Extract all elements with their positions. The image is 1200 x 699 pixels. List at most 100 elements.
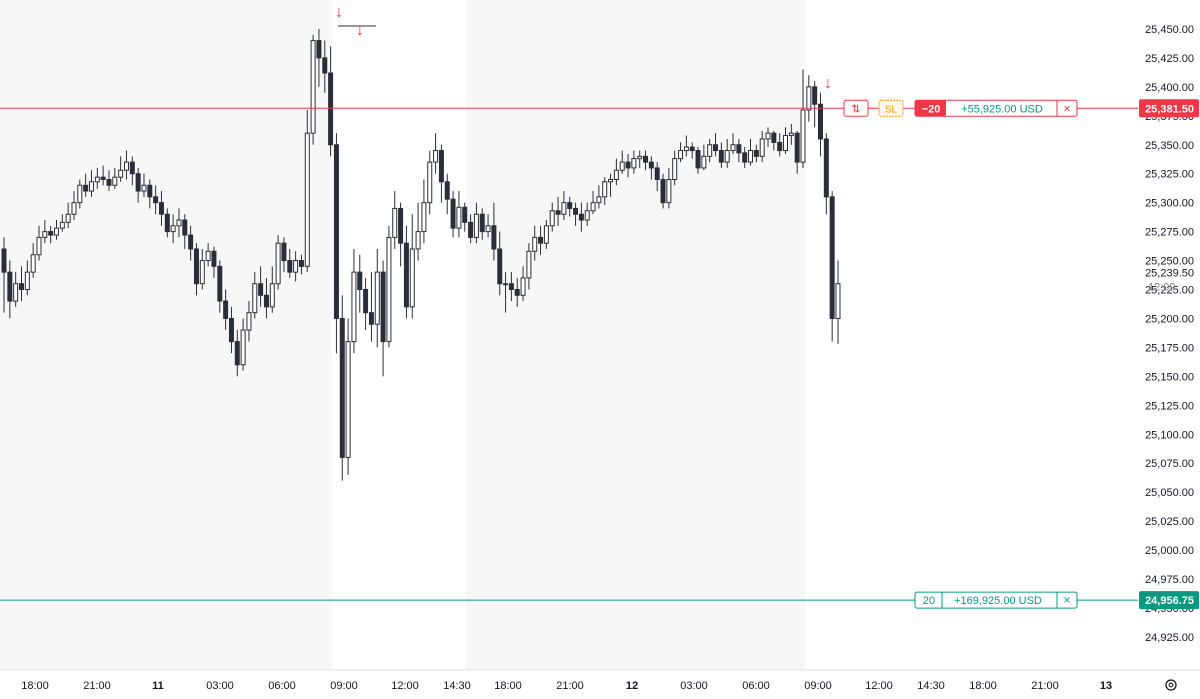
candle <box>281 242 287 262</box>
candle <box>497 248 503 285</box>
candle <box>427 161 433 204</box>
candle <box>409 248 415 308</box>
candle <box>794 132 800 163</box>
candle <box>823 138 829 198</box>
short-price-tag: 25,381.50 <box>1145 103 1194 115</box>
candle <box>800 109 806 163</box>
long-pnl: +169,925.00 USD <box>954 595 1042 607</box>
candle <box>351 271 357 343</box>
candle <box>293 260 299 273</box>
candle <box>777 141 783 152</box>
candle <box>287 260 293 273</box>
time-tick-label: 14:30 <box>443 680 471 692</box>
time-tick-label: 18:00 <box>21 680 49 692</box>
time-tick-label: 21:00 <box>83 680 111 692</box>
candle <box>683 146 689 152</box>
candle <box>503 283 509 286</box>
time-tick-label: 06:00 <box>742 680 770 692</box>
candle <box>695 150 701 169</box>
candle <box>818 103 824 140</box>
last-price-label: 25,239.50 <box>1145 268 1194 280</box>
candle <box>240 329 246 366</box>
candle <box>526 250 532 279</box>
price-tick-label: 25,125.00 <box>1145 400 1194 412</box>
stop-loss-button[interactable] <box>878 99 904 117</box>
candle <box>193 248 199 285</box>
candle <box>328 72 334 146</box>
close-icon[interactable]: × <box>1063 593 1070 607</box>
candle <box>625 161 631 169</box>
candle <box>153 196 159 204</box>
price-tick-label: 25,150.00 <box>1145 371 1194 383</box>
candle <box>438 150 444 183</box>
candle <box>450 198 456 229</box>
candle <box>462 206 468 223</box>
price-tick-label: 25,225.00 <box>1145 285 1194 297</box>
candle <box>7 271 13 302</box>
short-qty-bg <box>915 100 946 117</box>
candle <box>508 283 514 290</box>
candle <box>742 152 748 163</box>
candle <box>368 312 374 325</box>
candle <box>573 207 579 215</box>
time-tick-label: 12 <box>626 680 638 692</box>
time-tick-label: 14:30 <box>917 680 945 692</box>
candle <box>1 248 7 273</box>
long-position-box[interactable] <box>914 591 1078 609</box>
candle <box>468 221 474 238</box>
candle <box>619 161 625 171</box>
candle <box>392 207 398 238</box>
candle <box>30 254 36 273</box>
candle <box>246 312 252 331</box>
candle <box>322 57 328 74</box>
candle <box>357 271 363 291</box>
session-band <box>0 0 332 670</box>
time-tick-label: 11 <box>152 680 164 692</box>
candle <box>275 242 281 285</box>
candle <box>59 221 65 229</box>
candle <box>654 167 660 180</box>
candle <box>252 283 258 314</box>
candle <box>748 150 754 163</box>
candle <box>730 144 736 152</box>
reverse-position-button[interactable] <box>843 99 869 117</box>
candle <box>223 300 229 319</box>
candle <box>182 219 188 236</box>
candle <box>13 283 19 302</box>
time-tick-label: 12:00 <box>865 680 893 692</box>
candle <box>485 225 491 233</box>
close-icon[interactable]: × <box>1063 101 1070 115</box>
candle <box>100 176 106 180</box>
candle <box>310 40 316 134</box>
candle <box>123 161 129 171</box>
candle <box>584 210 590 221</box>
candle <box>48 231 54 236</box>
candle <box>158 202 164 215</box>
candle <box>333 144 339 319</box>
candle <box>141 184 147 192</box>
candle <box>211 250 217 267</box>
candle <box>444 181 450 200</box>
gear-icon[interactable] <box>1165 679 1177 691</box>
candle <box>689 146 695 152</box>
candle <box>176 219 182 227</box>
candle <box>835 283 841 319</box>
time-tick-label: 13 <box>1100 680 1112 692</box>
price-tick-label: 25,350.00 <box>1145 140 1194 152</box>
candle <box>421 202 427 233</box>
candle <box>205 250 211 262</box>
price-tick-label: 25,400.00 <box>1145 82 1194 94</box>
candle <box>707 144 713 157</box>
candle <box>783 134 789 152</box>
candle <box>643 155 649 163</box>
long-price-tag: 24,956.75 <box>1145 595 1194 607</box>
candle <box>118 169 124 178</box>
candle <box>53 227 59 236</box>
candle <box>316 40 322 59</box>
candle <box>561 202 567 215</box>
candle <box>567 202 573 209</box>
candle <box>555 210 561 215</box>
sell-marker-icon: ↓ <box>824 75 832 92</box>
